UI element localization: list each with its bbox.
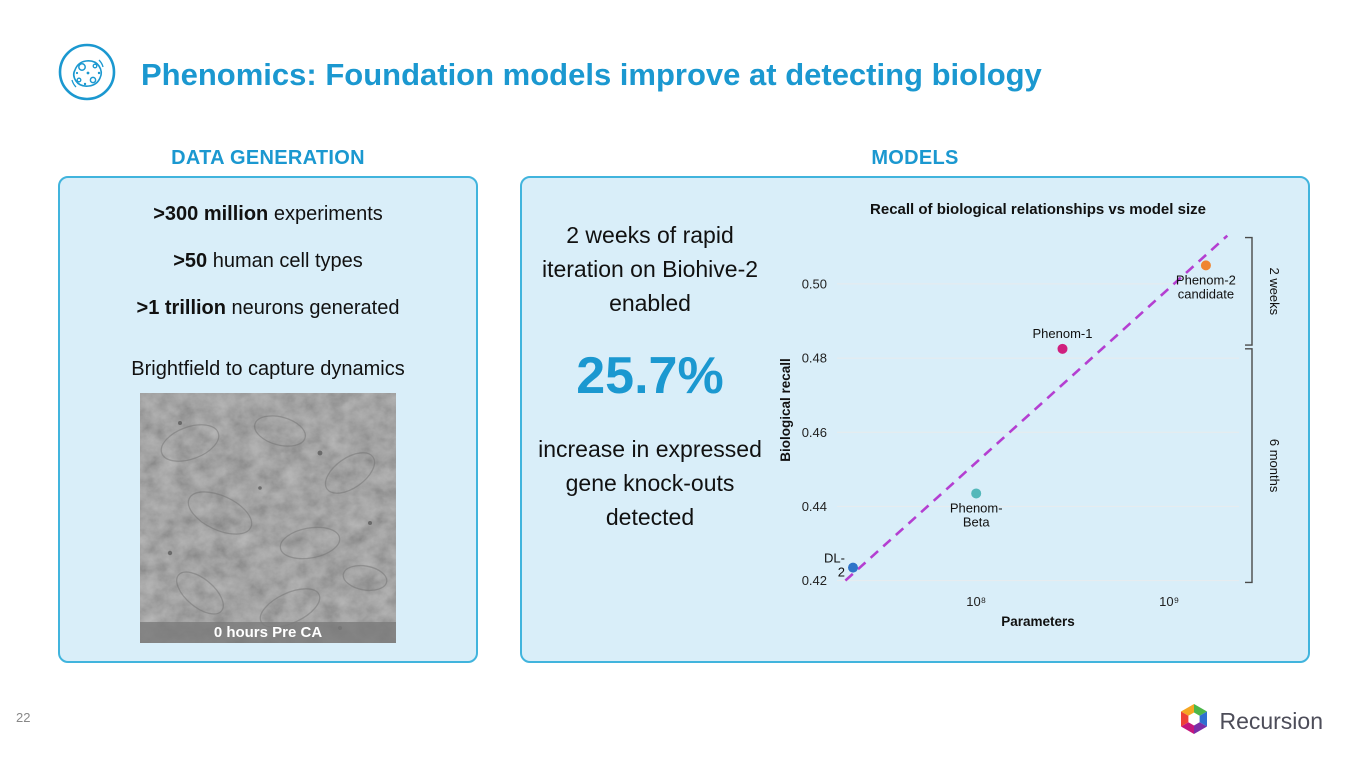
stat-value: 25.7% [576, 347, 724, 406]
y-tick-label: 0.46 [802, 425, 827, 440]
recursion-logo: Recursion [1178, 702, 1323, 741]
brightfield-microscopy-image: 0 hours Pre CA [140, 393, 396, 643]
page-title: Phenomics: Foundation models improve at … [141, 56, 1042, 92]
duration-bracket [1245, 236, 1253, 346]
chart-title: Recall of biological relationships vs mo… [870, 201, 1206, 218]
title-row: Phenomics: Foundation models improve at … [55, 40, 1042, 109]
recursion-hexagon-icon [1178, 702, 1210, 741]
stats-list: >300 million experiments >50 human cell … [60, 178, 476, 320]
models-lead-text: 2 weeks of rapid iteration on Biohive-2 … [541, 222, 759, 317]
scatter-point-dl-2 [848, 562, 859, 573]
stat-line-experiments: >300 million experiments [153, 203, 383, 225]
cell-icon [55, 40, 119, 109]
page-number: 22 [16, 710, 31, 725]
scatter-point-phenom-beta [971, 488, 982, 499]
y-tick-label: 0.48 [802, 351, 827, 366]
y-tick-label: 0.44 [802, 499, 827, 514]
duration-bracket [1245, 348, 1253, 584]
models-header: MODELS [871, 147, 959, 169]
recall-vs-size-chart: Recall of biological relationships vs mo… [774, 186, 1304, 656]
point-label: Phenom-2 candidate [1176, 272, 1236, 301]
brand-name: Recursion [1219, 708, 1323, 734]
bracket-label: 2 weeks [1267, 267, 1282, 315]
stat-line-neurons: >1 trillion neurons generated [136, 297, 400, 319]
y-tick-label: 0.50 [802, 276, 827, 291]
point-label: DL-2 [824, 551, 845, 580]
y-axis-label: Biological recall [778, 358, 793, 462]
x-tick-label: 10⁸ [966, 594, 986, 609]
scatter-point-phenom-2-candidate [1200, 260, 1211, 271]
y-tick-label: 0.42 [802, 573, 827, 588]
brightfield-caption: Brightfield to capture dynamics [131, 358, 405, 380]
models-text-column: 2 weeks of rapid iteration on Biohive-2 … [534, 218, 766, 534]
data-generation-panel: >300 million experiments >50 human cell … [58, 176, 478, 663]
image-caption: 0 hours Pre CA [140, 622, 396, 643]
stat-line-cell-types: >50 human cell types [173, 250, 363, 272]
point-label: Phenom-1 [1033, 326, 1093, 341]
microscopy-texture [140, 393, 396, 643]
scatter-point-phenom-1 [1057, 343, 1068, 354]
bracket-label: 6 months [1267, 439, 1282, 493]
scatter-plot: Recall of biological relationships vs mo… [778, 201, 1282, 629]
trend-line [844, 234, 1229, 582]
stat-description: increase in expressed gene knock-outs de… [538, 436, 762, 531]
point-label: Phenom-Beta [950, 500, 1003, 529]
data-generation-header: DATA GENERATION [171, 147, 365, 169]
x-axis-label: Parameters [1001, 614, 1075, 629]
models-panel: 2 weeks of rapid iteration on Biohive-2 … [520, 176, 1310, 663]
x-tick-label: 10⁹ [1159, 594, 1179, 609]
